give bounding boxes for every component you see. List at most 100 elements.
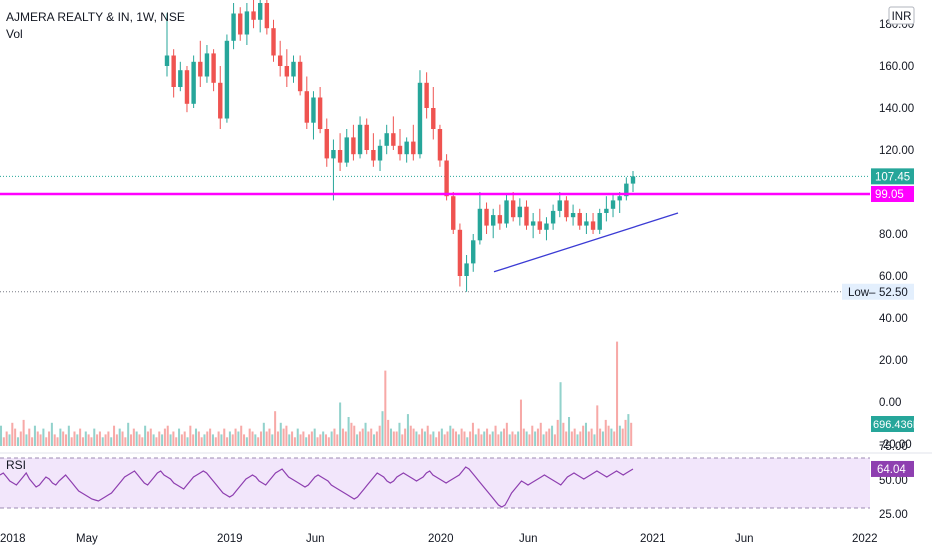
trendline[interactable]	[493, 212, 679, 273]
price-tick-label: -20.00	[879, 439, 912, 451]
candle-body	[617, 196, 622, 201]
volume-bar	[330, 431, 333, 446]
volume-bar	[245, 437, 248, 446]
volume-bar	[545, 431, 548, 446]
volume-bar	[98, 431, 101, 446]
volume-bar	[113, 425, 116, 446]
volume-bar	[268, 428, 271, 446]
volume-bar	[316, 437, 319, 446]
volume-bar	[599, 428, 602, 446]
candle-body	[471, 240, 476, 264]
volume-bar	[169, 434, 172, 446]
volume-bar	[70, 437, 73, 446]
candle-body	[184, 70, 190, 104]
candle-body	[384, 133, 389, 146]
volume-bar	[542, 434, 545, 446]
time-tick-label: 2021	[640, 533, 666, 545]
volume-value: 696.436K	[873, 419, 921, 431]
candle-body	[204, 53, 210, 77]
volume-bar	[460, 428, 463, 446]
candle-body	[590, 221, 596, 230]
volume-bar	[206, 431, 209, 446]
volume-bar	[79, 428, 82, 446]
volume-bar	[93, 428, 96, 446]
volume-bar	[104, 434, 107, 446]
volume-bar	[454, 431, 457, 446]
volume-bar	[172, 431, 175, 446]
volume-bar	[590, 428, 593, 446]
volume-bar	[525, 431, 528, 446]
candle-body	[211, 53, 216, 83]
volume-bar	[607, 425, 610, 446]
volume-bar	[234, 428, 237, 446]
volume-bar	[226, 437, 229, 446]
volume-bar	[613, 431, 616, 446]
currency-button[interactable]	[888, 6, 915, 25]
price-tick-label: 20.00	[879, 355, 908, 367]
candle-body	[377, 145, 383, 161]
candle-body	[537, 221, 542, 230]
candle-body	[271, 28, 276, 56]
candle-body	[584, 221, 589, 226]
volume-bar	[118, 428, 121, 446]
volume-bar	[265, 431, 268, 446]
volume-bar	[336, 434, 339, 446]
rsi-axis: 75.00 50.00 25.00	[879, 441, 908, 521]
time-axis[interactable]: 2018 May 2019 Jun 2020 Jun 2021 Jun 2022	[0, 533, 878, 545]
candle-body	[231, 13, 236, 41]
volume-bar	[50, 422, 53, 446]
volume-bar	[503, 428, 506, 446]
volume-bar	[291, 431, 294, 446]
time-tick-label: 2022	[852, 533, 878, 545]
volume-bar	[161, 434, 164, 446]
time-tick-label: 2019	[217, 533, 243, 545]
rsi-tick-label: 50.00	[879, 475, 908, 487]
volume-bar	[163, 428, 166, 446]
volume-bar	[262, 422, 265, 446]
volume-bar	[457, 434, 460, 446]
candle-body	[198, 61, 203, 77]
volume-bar	[14, 428, 17, 446]
volume-bar	[180, 434, 183, 446]
volume-bar	[189, 425, 192, 446]
candle-body	[351, 137, 356, 155]
volume-bar	[601, 431, 604, 446]
volume-bar	[429, 434, 432, 446]
volume-bar	[618, 425, 621, 446]
volume-bar	[87, 434, 90, 446]
volume-bar	[214, 437, 217, 446]
volume-bar	[107, 431, 110, 446]
volume-bar	[463, 431, 466, 446]
volume-bar	[243, 434, 246, 446]
candle-body	[371, 150, 376, 161]
candle-body	[497, 215, 503, 224]
rsi-legend: RSI	[6, 458, 26, 472]
volume-bar	[324, 434, 328, 446]
volume-bar	[76, 434, 79, 446]
volume-bar	[627, 414, 630, 446]
volume-bar	[211, 434, 214, 446]
time-tick-label: Jun	[306, 533, 325, 545]
volume-bar	[257, 437, 260, 446]
volume-bar	[25, 434, 28, 446]
volume-bar	[240, 425, 243, 446]
volume-bar	[344, 431, 347, 446]
candle-body	[258, 3, 263, 20]
price-tick-label: 60.00	[879, 271, 908, 283]
volume-bar	[562, 422, 565, 446]
volume-bar	[483, 431, 486, 446]
volume-bar	[418, 434, 421, 446]
candle-body	[391, 133, 396, 146]
volume-bar	[138, 434, 141, 446]
candle-body	[277, 55, 283, 66]
volume-bar	[203, 434, 206, 446]
price-axis[interactable]: 180.00160.00140.00120.0080.0060.0040.002…	[879, 19, 914, 451]
volume-bar	[288, 434, 291, 446]
volume-bar	[517, 431, 520, 446]
volume-bar	[514, 434, 517, 446]
volume-bar	[505, 422, 508, 446]
volume-bar	[81, 437, 84, 446]
volume-bar	[469, 431, 472, 446]
volume-bar	[347, 417, 350, 446]
